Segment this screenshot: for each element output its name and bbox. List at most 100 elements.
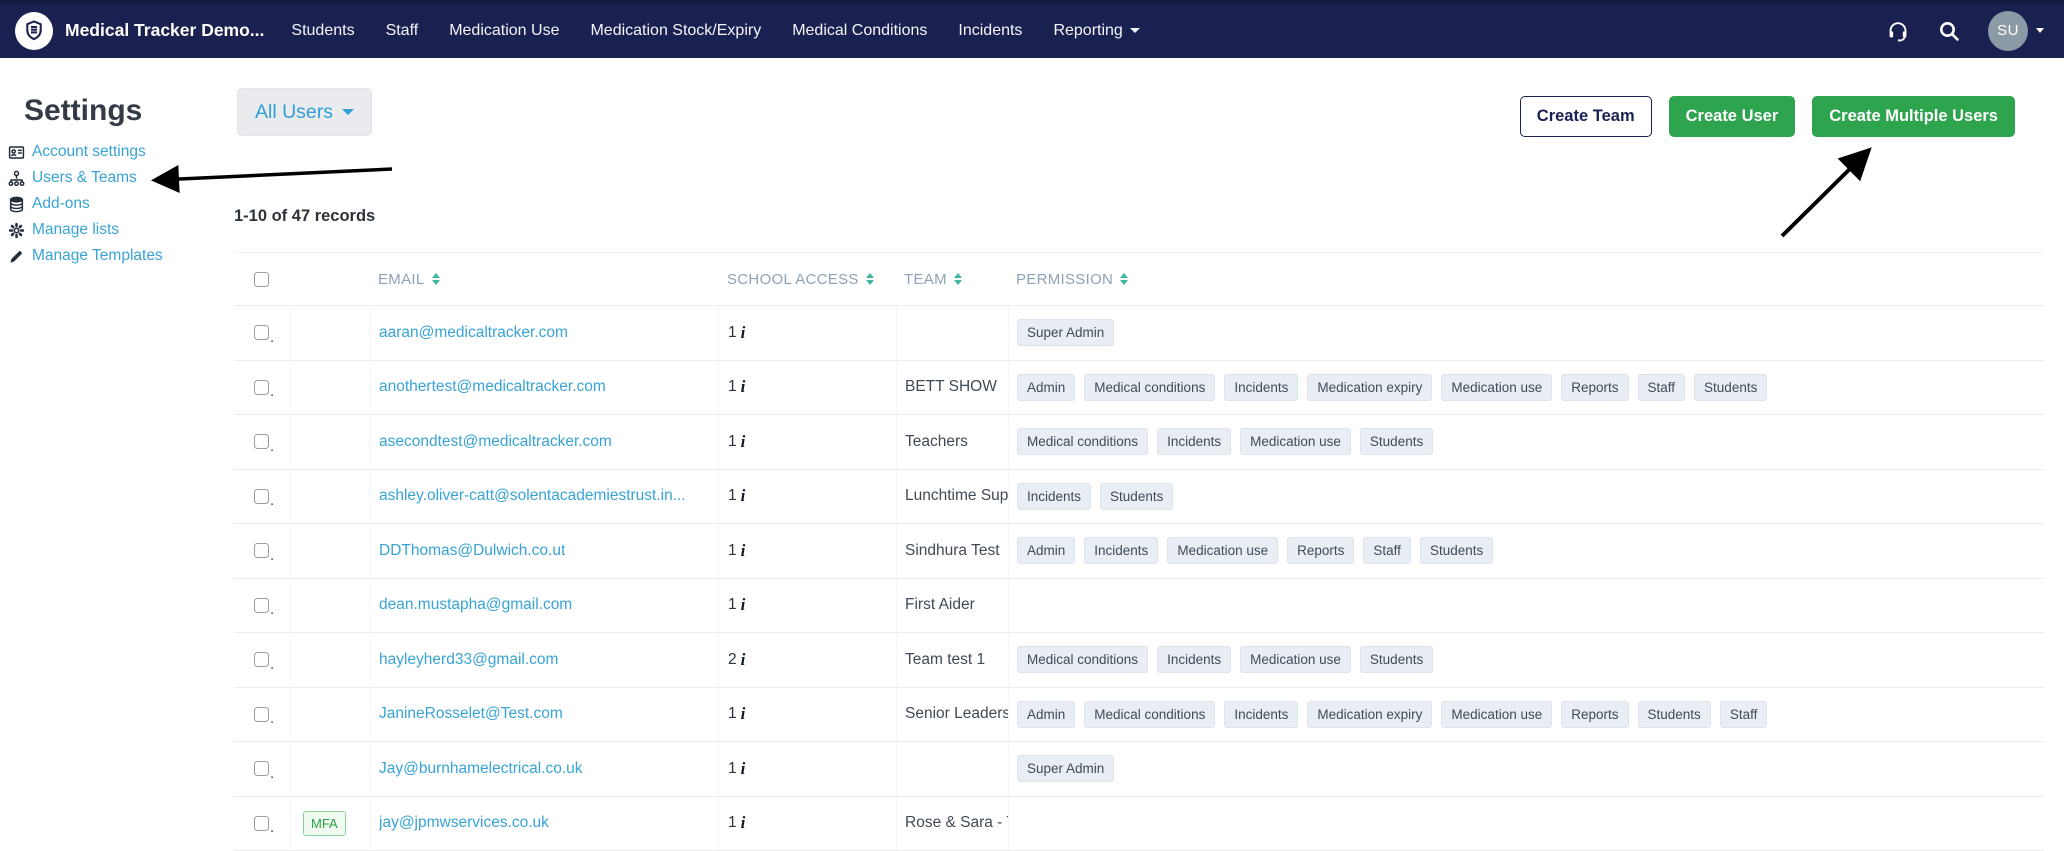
nav-item-reporting[interactable]: Reporting	[1053, 22, 1139, 40]
support-headset-icon[interactable]	[1886, 19, 1910, 43]
sidebar-item-manage-templates[interactable]: Manage Templates	[8, 247, 163, 265]
row-checkbox[interactable]	[254, 543, 269, 558]
table-row: . DDThomas@Dulwich.co.ut 1 i Sindhura Te…	[234, 524, 2044, 579]
mfa-column-header	[290, 253, 370, 305]
sidebar-item-account-settings[interactable]: Account settings	[8, 143, 163, 161]
nav-item-staff[interactable]: Staff	[386, 22, 419, 40]
records-summary: 1-10 of 47 records	[234, 207, 375, 226]
row-email[interactable]: asecondtest@medicaltracker.com	[379, 433, 612, 451]
row-checkbox[interactable]	[254, 489, 269, 504]
app-logo[interactable]	[15, 12, 53, 50]
info-icon[interactable]: i	[741, 541, 746, 561]
table-row: . aaran@medicaltracker.com 1 i Super Adm…	[234, 306, 2044, 361]
users-table: EMAIL SCHOOL ACCESS TEAM PERMISSION . aa…	[234, 252, 2044, 851]
checkbox-dot: .	[270, 438, 274, 469]
permission-badge: Medication expiry	[1307, 374, 1432, 401]
sidebar-item-users-teams[interactable]: Users & Teams	[8, 169, 163, 187]
sidebar-item-manage-lists[interactable]: Manage lists	[8, 221, 163, 239]
permission-badge: Medication use	[1441, 374, 1552, 401]
row-email[interactable]: jay@jpmwservices.co.uk	[379, 814, 549, 832]
row-email[interactable]: DDThomas@Dulwich.co.ut	[379, 542, 565, 560]
permission-badge: Medication expiry	[1307, 701, 1432, 728]
row-checkbox[interactable]	[254, 325, 269, 340]
row-email[interactable]: JanineRosselet@Test.com	[379, 705, 563, 723]
nav-item-medical-conditions[interactable]: Medical Conditions	[792, 22, 927, 40]
row-email[interactable]: aaran@medicaltracker.com	[379, 324, 568, 342]
info-icon[interactable]: i	[741, 486, 746, 506]
school-access-count: 1	[728, 596, 737, 614]
permission-badge: Medical conditions	[1084, 701, 1215, 728]
users-teams-icon	[8, 170, 25, 187]
reporting-label: Reporting	[1053, 22, 1122, 40]
row-team: BETT SHOW	[896, 361, 1008, 415]
table-row: . anothertest@medicaltracker.com 1 i BET…	[234, 361, 2044, 416]
info-icon[interactable]: i	[741, 650, 746, 670]
main-nav: Students Staff Medication Use Medication…	[291, 22, 1139, 40]
row-checkbox[interactable]	[254, 652, 269, 667]
info-icon[interactable]: i	[741, 595, 746, 615]
row-checkbox[interactable]	[254, 598, 269, 613]
permission-badge: Incidents	[1157, 428, 1231, 455]
table-row: . ashley.oliver-catt@solentacademiestrus…	[234, 470, 2044, 525]
column-header-email[interactable]: EMAIL	[378, 271, 440, 288]
school-access-count: 1	[728, 705, 737, 723]
permission-badge: Medical conditions	[1084, 374, 1215, 401]
row-email[interactable]: hayleyherd33@gmail.com	[379, 651, 558, 669]
sort-icon	[432, 273, 440, 285]
row-checkbox[interactable]	[254, 816, 269, 831]
permission-badge: Reports	[1561, 701, 1628, 728]
info-icon[interactable]: i	[741, 432, 746, 452]
mfa-badge: MFA	[303, 811, 346, 836]
select-all-checkbox[interactable]	[254, 272, 269, 287]
top-navbar: Medical Tracker Demo... Students Staff M…	[0, 0, 2064, 58]
row-team: Rose & Sara - T	[896, 797, 1008, 851]
row-email[interactable]: dean.mustapha@gmail.com	[379, 596, 572, 614]
row-checkbox[interactable]	[254, 761, 269, 776]
row-email[interactable]: Jay@burnhamelectrical.co.uk	[379, 760, 583, 778]
create-multiple-users-button[interactable]: Create Multiple Users	[1812, 96, 2015, 137]
app-title[interactable]: Medical Tracker Demo...	[65, 20, 264, 41]
info-icon[interactable]: i	[741, 759, 746, 779]
create-team-button[interactable]: Create Team	[1520, 96, 1652, 137]
row-checkbox[interactable]	[254, 434, 269, 449]
action-buttons: Create Team Create User Create Multiple …	[1520, 96, 2015, 137]
info-icon[interactable]: i	[741, 704, 746, 724]
nav-item-students[interactable]: Students	[291, 22, 354, 40]
user-menu[interactable]: SU	[1988, 11, 2044, 51]
table-row: . hayleyherd33@gmail.com 2 i Team test 1…	[234, 633, 2044, 688]
row-checkbox[interactable]	[254, 707, 269, 722]
row-permissions: Super Admin	[1008, 306, 2044, 360]
info-icon[interactable]: i	[741, 377, 746, 397]
table-row: . dean.mustapha@gmail.com 1 i First Aide…	[234, 579, 2044, 634]
sort-icon	[954, 273, 962, 285]
checkbox-dot: .	[270, 710, 274, 741]
search-icon[interactable]	[1937, 19, 1961, 43]
sidebar-item-label: Manage lists	[32, 221, 119, 239]
avatar[interactable]: SU	[1988, 11, 2028, 51]
nav-item-medication-stock-expiry[interactable]: Medication Stock/Expiry	[590, 22, 761, 40]
sort-icon	[1120, 273, 1128, 285]
row-team: Sindhura Test	[896, 524, 1008, 578]
column-header-permission[interactable]: PERMISSION	[1016, 271, 1128, 288]
sidebar-item-label: Add-ons	[32, 195, 90, 213]
permission-badge: Staff	[1720, 701, 1768, 728]
column-header-team[interactable]: TEAM	[904, 271, 962, 288]
permission-badge: Reports	[1287, 537, 1354, 564]
nav-item-medication-use[interactable]: Medication Use	[449, 22, 559, 40]
row-team: First Aider	[896, 579, 1008, 633]
checkbox-dot: .	[270, 492, 274, 523]
info-icon[interactable]: i	[741, 813, 746, 833]
sidebar-item-add-ons[interactable]: Add-ons	[8, 195, 163, 213]
row-team	[896, 742, 1008, 796]
create-user-button[interactable]: Create User	[1669, 96, 1796, 137]
row-checkbox[interactable]	[254, 380, 269, 395]
row-email[interactable]: anothertest@medicaltracker.com	[379, 378, 606, 396]
nav-item-incidents[interactable]: Incidents	[958, 22, 1022, 40]
column-header-school-access[interactable]: SCHOOL ACCESS	[727, 271, 874, 288]
user-filter-dropdown[interactable]: All Users	[237, 88, 372, 136]
info-icon[interactable]: i	[741, 323, 746, 343]
row-email[interactable]: ashley.oliver-catt@solentacademiestrust.…	[379, 487, 686, 505]
